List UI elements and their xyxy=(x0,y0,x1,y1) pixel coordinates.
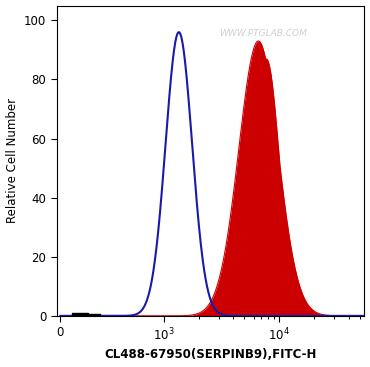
Y-axis label: Relative Cell Number: Relative Cell Number xyxy=(6,98,18,223)
Text: WWW.PTGLAB.COM: WWW.PTGLAB.COM xyxy=(219,29,307,38)
X-axis label: CL488-67950(SERPINB9),FITC-H: CL488-67950(SERPINB9),FITC-H xyxy=(104,348,317,361)
